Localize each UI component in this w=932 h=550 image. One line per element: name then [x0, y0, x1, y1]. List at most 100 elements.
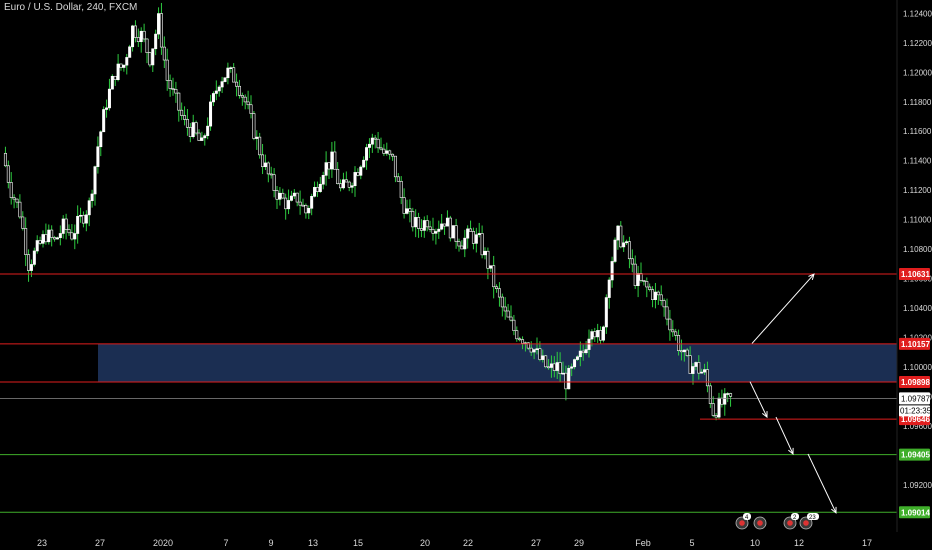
event-badge[interactable]: 2 [783, 513, 799, 530]
level-label-box [899, 448, 930, 461]
candle-body [188, 127, 192, 138]
candle-body [636, 273, 640, 286]
candle-body [679, 350, 683, 353]
candle-body [278, 192, 282, 200]
candle-body [96, 146, 100, 167]
y-tick-label: 1.11000 [903, 216, 932, 225]
candle-body [627, 241, 631, 260]
time-axis[interactable]: 23 27 2020 7 9 13 15 20 22 27 29 Feb 5 10 12 17 [0, 533, 932, 550]
event-badge[interactable]: 23 [799, 513, 819, 530]
level-label: 1.10157 [901, 340, 930, 349]
candle-body [243, 96, 247, 103]
y-tick-label: 1.11600 [903, 127, 932, 136]
candle-body [428, 226, 432, 230]
candle-body [677, 335, 681, 351]
candle-body [67, 229, 71, 234]
x-tick-label: Feb [635, 538, 651, 548]
candle-body [252, 113, 256, 139]
candle-body [171, 88, 175, 90]
candle-body [616, 225, 620, 241]
candle-body [191, 122, 195, 138]
candle-body [12, 197, 16, 200]
level-label-box [899, 376, 930, 389]
candle-body [376, 138, 380, 149]
candle-body [272, 174, 276, 191]
event-badge[interactable]: 4 [735, 513, 751, 530]
candle-body [622, 242, 626, 248]
candle-body [538, 348, 542, 360]
candle-body [217, 86, 221, 92]
y-tick-label: 1.10800 [903, 245, 932, 254]
candle-body [489, 265, 493, 269]
candle-body [367, 143, 371, 148]
candle-body [295, 192, 299, 203]
candle-body [330, 151, 334, 170]
event-badge-count-box [791, 513, 799, 520]
x-tick-label: 5 [689, 538, 694, 548]
candle-body [500, 296, 504, 308]
candle-body [128, 46, 132, 58]
candle-body [457, 241, 461, 247]
candle-body [547, 366, 551, 369]
candle-body [558, 362, 562, 375]
candle-body [142, 30, 146, 40]
candle-body [58, 233, 62, 239]
candle-body [483, 250, 487, 256]
candle-body [668, 318, 672, 331]
level-label-box [899, 506, 930, 519]
candle-body [35, 240, 39, 252]
candle-body [119, 63, 123, 68]
candle-body [139, 30, 143, 43]
candle-body [41, 234, 45, 244]
candle-body [671, 329, 675, 333]
candle-body [385, 150, 389, 154]
candle-body [573, 359, 577, 368]
candle-body [584, 349, 588, 354]
x-tick-label: 20 [420, 538, 430, 548]
y-tick-label: 1.12000 [903, 68, 932, 77]
candle-body [610, 261, 614, 281]
x-tick-label: 9 [268, 538, 273, 548]
event-badge-count-box [807, 513, 819, 520]
x-tick-label: 13 [308, 538, 318, 548]
candle-body [90, 193, 94, 202]
candle-body [521, 339, 525, 344]
candle-body [220, 81, 224, 88]
candle-body [347, 181, 351, 188]
event-badges[interactable]: 4 2 23 [735, 513, 819, 530]
candle-body [651, 289, 655, 300]
candle-body [729, 393, 733, 397]
candle-body [29, 264, 33, 271]
candle-body [87, 200, 91, 216]
arrows-layer [749, 273, 837, 514]
candle-body [249, 104, 253, 114]
candle-body [414, 217, 418, 228]
candle-body [648, 286, 652, 290]
candle-body [518, 338, 522, 341]
y-tick-label: 1.09200 [903, 481, 932, 490]
candle-body [110, 75, 114, 90]
candle-body [682, 349, 686, 353]
candle-body [639, 273, 643, 281]
candle-body [480, 233, 484, 256]
candle-body [700, 371, 704, 374]
time-axis-background [0, 533, 932, 550]
candle-body [151, 48, 155, 66]
candle-body [229, 67, 233, 69]
candle-body [578, 350, 582, 358]
candle-body [379, 147, 383, 150]
candle-body [344, 179, 348, 183]
candle-body [705, 369, 709, 387]
candle-body [64, 218, 68, 230]
candle-body [396, 176, 400, 182]
candle-body [61, 218, 65, 234]
candle-body [246, 101, 250, 106]
candle-body [237, 85, 241, 96]
candle-body [405, 208, 409, 214]
candle-body [200, 137, 204, 141]
event-badge[interactable] [753, 516, 767, 530]
candle-body [492, 265, 496, 288]
candle-body [463, 237, 467, 250]
candle-body [549, 363, 553, 368]
